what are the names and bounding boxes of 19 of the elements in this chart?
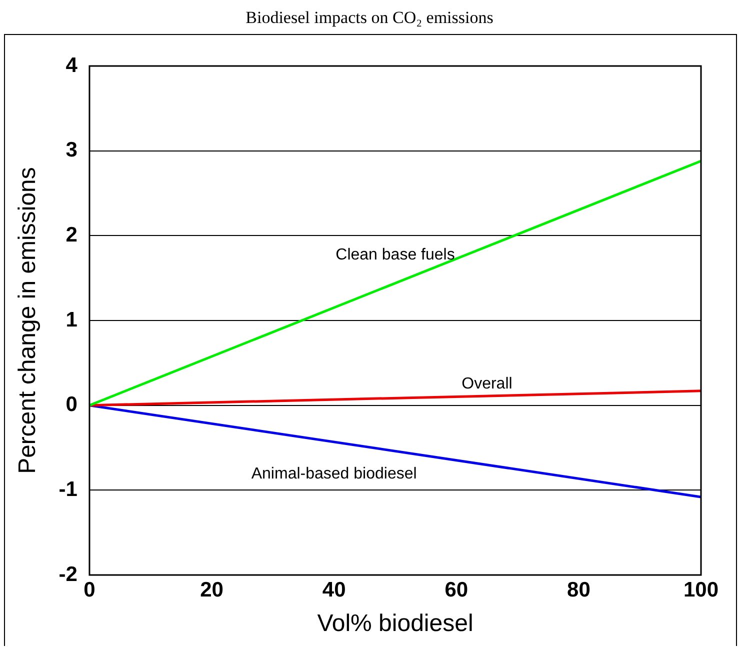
chart-title: Biodiesel impacts on CO₂ emissions [244, 8, 494, 28]
y-tick-label: 1 [66, 308, 78, 332]
series-label: Overall [462, 375, 512, 392]
x-tick-label: 0 [84, 578, 96, 602]
x-tick-label: 40 [322, 578, 346, 602]
series-label: Animal-based biodiesel [251, 465, 417, 482]
y-tick-label: 3 [66, 138, 78, 162]
y-tick-label: 2 [66, 223, 78, 246]
x-axis-title: Vol% biodiesel [317, 610, 474, 638]
y-tick-label: -2 [58, 562, 78, 586]
x-tick-label: 100 [683, 578, 719, 602]
y-axis-title: Percent change in emissions [14, 167, 42, 474]
y-tick-label: 4 [66, 54, 78, 77]
x-tick-label: 60 [444, 578, 468, 602]
series-label: Clean base fuels [336, 246, 455, 264]
x-tick-label: 80 [567, 578, 590, 602]
y-tick-label: -1 [58, 478, 78, 501]
y-tick-label: 0 [66, 393, 78, 416]
x-tick-label: 20 [200, 578, 224, 602]
